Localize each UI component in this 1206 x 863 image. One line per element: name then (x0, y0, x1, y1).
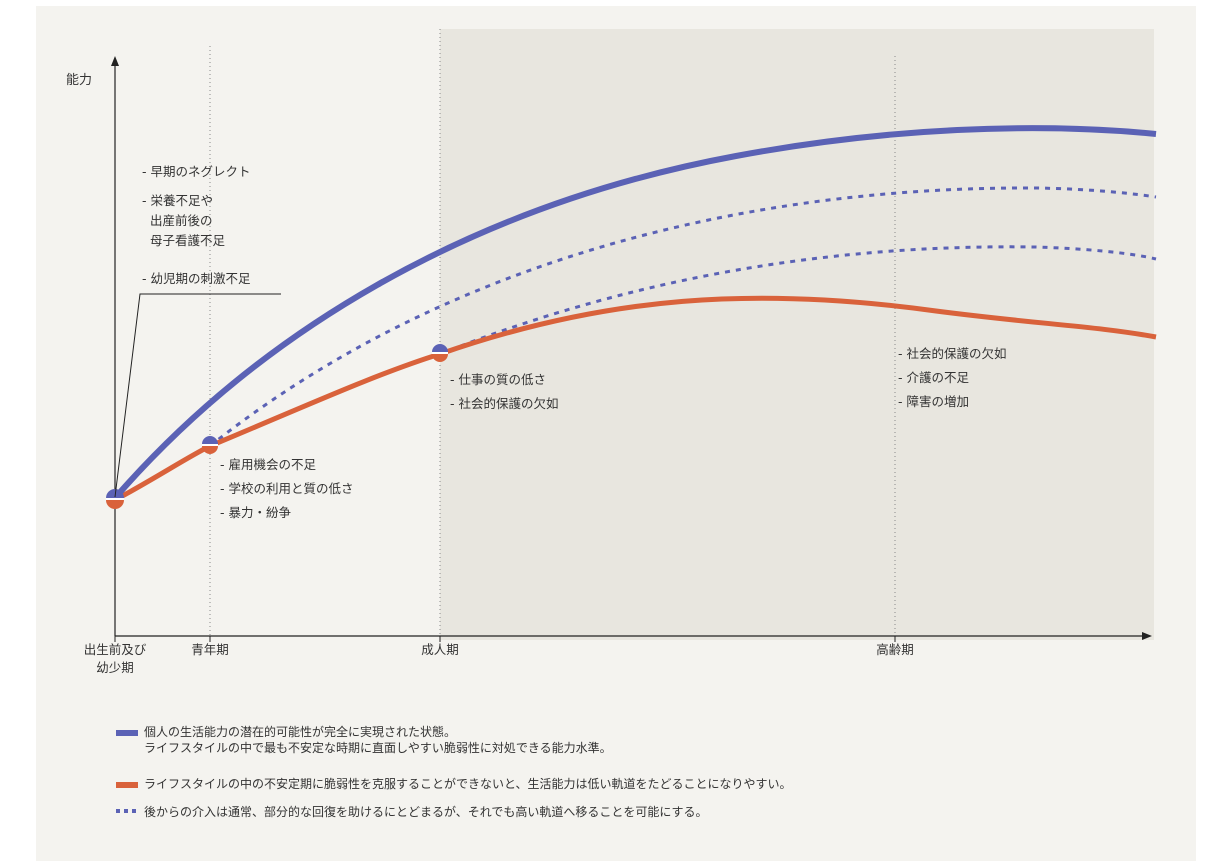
adult-elderly-shade (440, 29, 1154, 640)
legend-blue-line2: ライフスタイルの中で最も不安定な時期に直面しやすい脆弱性に対処できる能力水準。 (144, 741, 612, 755)
early-note-1: - 早期のネグレクト (142, 164, 250, 179)
stage-label-prenatal-1: 出生前及び (84, 642, 147, 657)
youth-note-3: - 暴力・紛争 (220, 505, 291, 520)
marker-prenatal (106, 489, 124, 509)
stage-label-youth: 青年期 (191, 642, 229, 657)
stage-label-prenatal-2: 幼少期 (96, 660, 134, 675)
y-axis-label: 能力 (66, 73, 92, 88)
early-callout-line (114, 293, 281, 498)
marker-adult (432, 344, 448, 362)
marker-youth (202, 436, 218, 454)
legend-dotted-text: 後からの介入は通常、部分的な回復を助けるにとどまるが、それでも高い軌道へ移ること… (144, 805, 708, 819)
adult-note-2: - 社会的保護の欠如 (450, 396, 558, 411)
blue-curve (112, 125, 1157, 500)
life-course-diagram: 能力 出生前及び 幼少期 青年期 成人期 高齢期 - 早 (66, 29, 1157, 675)
dotted-curve-lower (439, 245, 1157, 356)
legend-dotted: 後からの介入は通常、部分的な回復を助けるにとどまるが、それでも高い軌道へ移ること… (116, 804, 708, 820)
adult-note-1: - 仕事の質の低さ (450, 372, 546, 387)
legend-orange-text: ライフスタイルの中の不安定期に脆弱性を克服することができないと、生活能力は低い軌… (144, 777, 792, 791)
elderly-note-1: - 社会的保護の欠如 (898, 346, 1006, 361)
legend-blue-text: 個人の生活能力の潜在的可能性が完全に実現された状態。 ライフスタイルの中で最も不… (144, 724, 612, 756)
legend-blue: 個人の生活能力の潜在的可能性が完全に実現された状態。 ライフスタイルの中で最も不… (116, 724, 612, 756)
legend-blue-swatch (116, 730, 138, 736)
legend-orange: ライフスタイルの中の不安定期に脆弱性を克服することができないと、生活能力は低い軌… (116, 776, 792, 792)
x-axis-arrow (1142, 632, 1152, 640)
legend-dotted-swatch (116, 809, 138, 813)
early-note-4: 母子看護不足 (150, 233, 226, 248)
diagram-frame: 能力 出生前及び 幼少期 青年期 成人期 高齢期 - 早 (36, 6, 1196, 861)
youth-note-1: - 雇用機会の不足 (220, 457, 316, 472)
early-note-2: - 栄養不足や (142, 193, 213, 208)
dotted-curve-upper (209, 186, 1157, 448)
stage-label-elderly: 高齢期 (876, 642, 914, 657)
elderly-note-2: - 介護の不足 (898, 370, 969, 385)
elderly-note-3: - 障害の増加 (898, 394, 969, 409)
y-axis-arrow (111, 56, 119, 66)
early-note-5: - 幼児期の刺激不足 (142, 271, 251, 286)
stage-label-adult: 成人期 (421, 642, 459, 657)
early-note-3: 出産前後の (150, 213, 213, 228)
youth-note-2: - 学校の利用と質の低さ (220, 481, 353, 496)
legend-orange-swatch (116, 782, 138, 788)
legend-blue-line1: 個人の生活能力の潜在的可能性が完全に実現された状態。 (144, 725, 457, 739)
